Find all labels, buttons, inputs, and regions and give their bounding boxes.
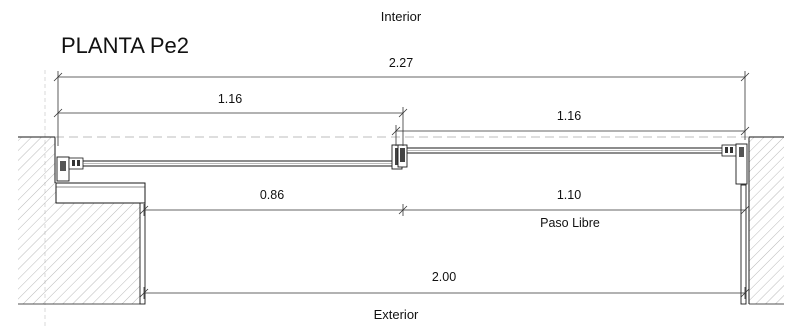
dim-left-leaf-label: 1.16 <box>218 92 242 106</box>
dim-clear-width-label: 2.00 <box>432 270 456 284</box>
dim-left-leaf <box>53 107 408 146</box>
dim-right-opening-label: 1.10 <box>557 188 581 202</box>
right-sliding-leaf <box>397 143 748 185</box>
page-title: PLANTA Pe2 <box>61 33 189 58</box>
dim-right-leaf <box>391 125 750 146</box>
dim-openings <box>139 204 750 216</box>
paso-libre-label: Paso Libre <box>540 216 600 230</box>
dim-left-opening-label: 0.86 <box>260 188 284 202</box>
dim-clear-width <box>139 287 750 299</box>
dim-right-leaf-label: 1.16 <box>557 109 581 123</box>
left-wall <box>18 136 146 305</box>
dim-overall <box>53 71 750 146</box>
right-wall <box>740 136 784 305</box>
dim-overall-label: 2.27 <box>389 56 413 70</box>
left-sliding-leaf <box>56 144 403 182</box>
exterior-label: Exterior <box>374 307 419 322</box>
interior-label: Interior <box>381 9 422 24</box>
left-sill <box>55 182 146 204</box>
